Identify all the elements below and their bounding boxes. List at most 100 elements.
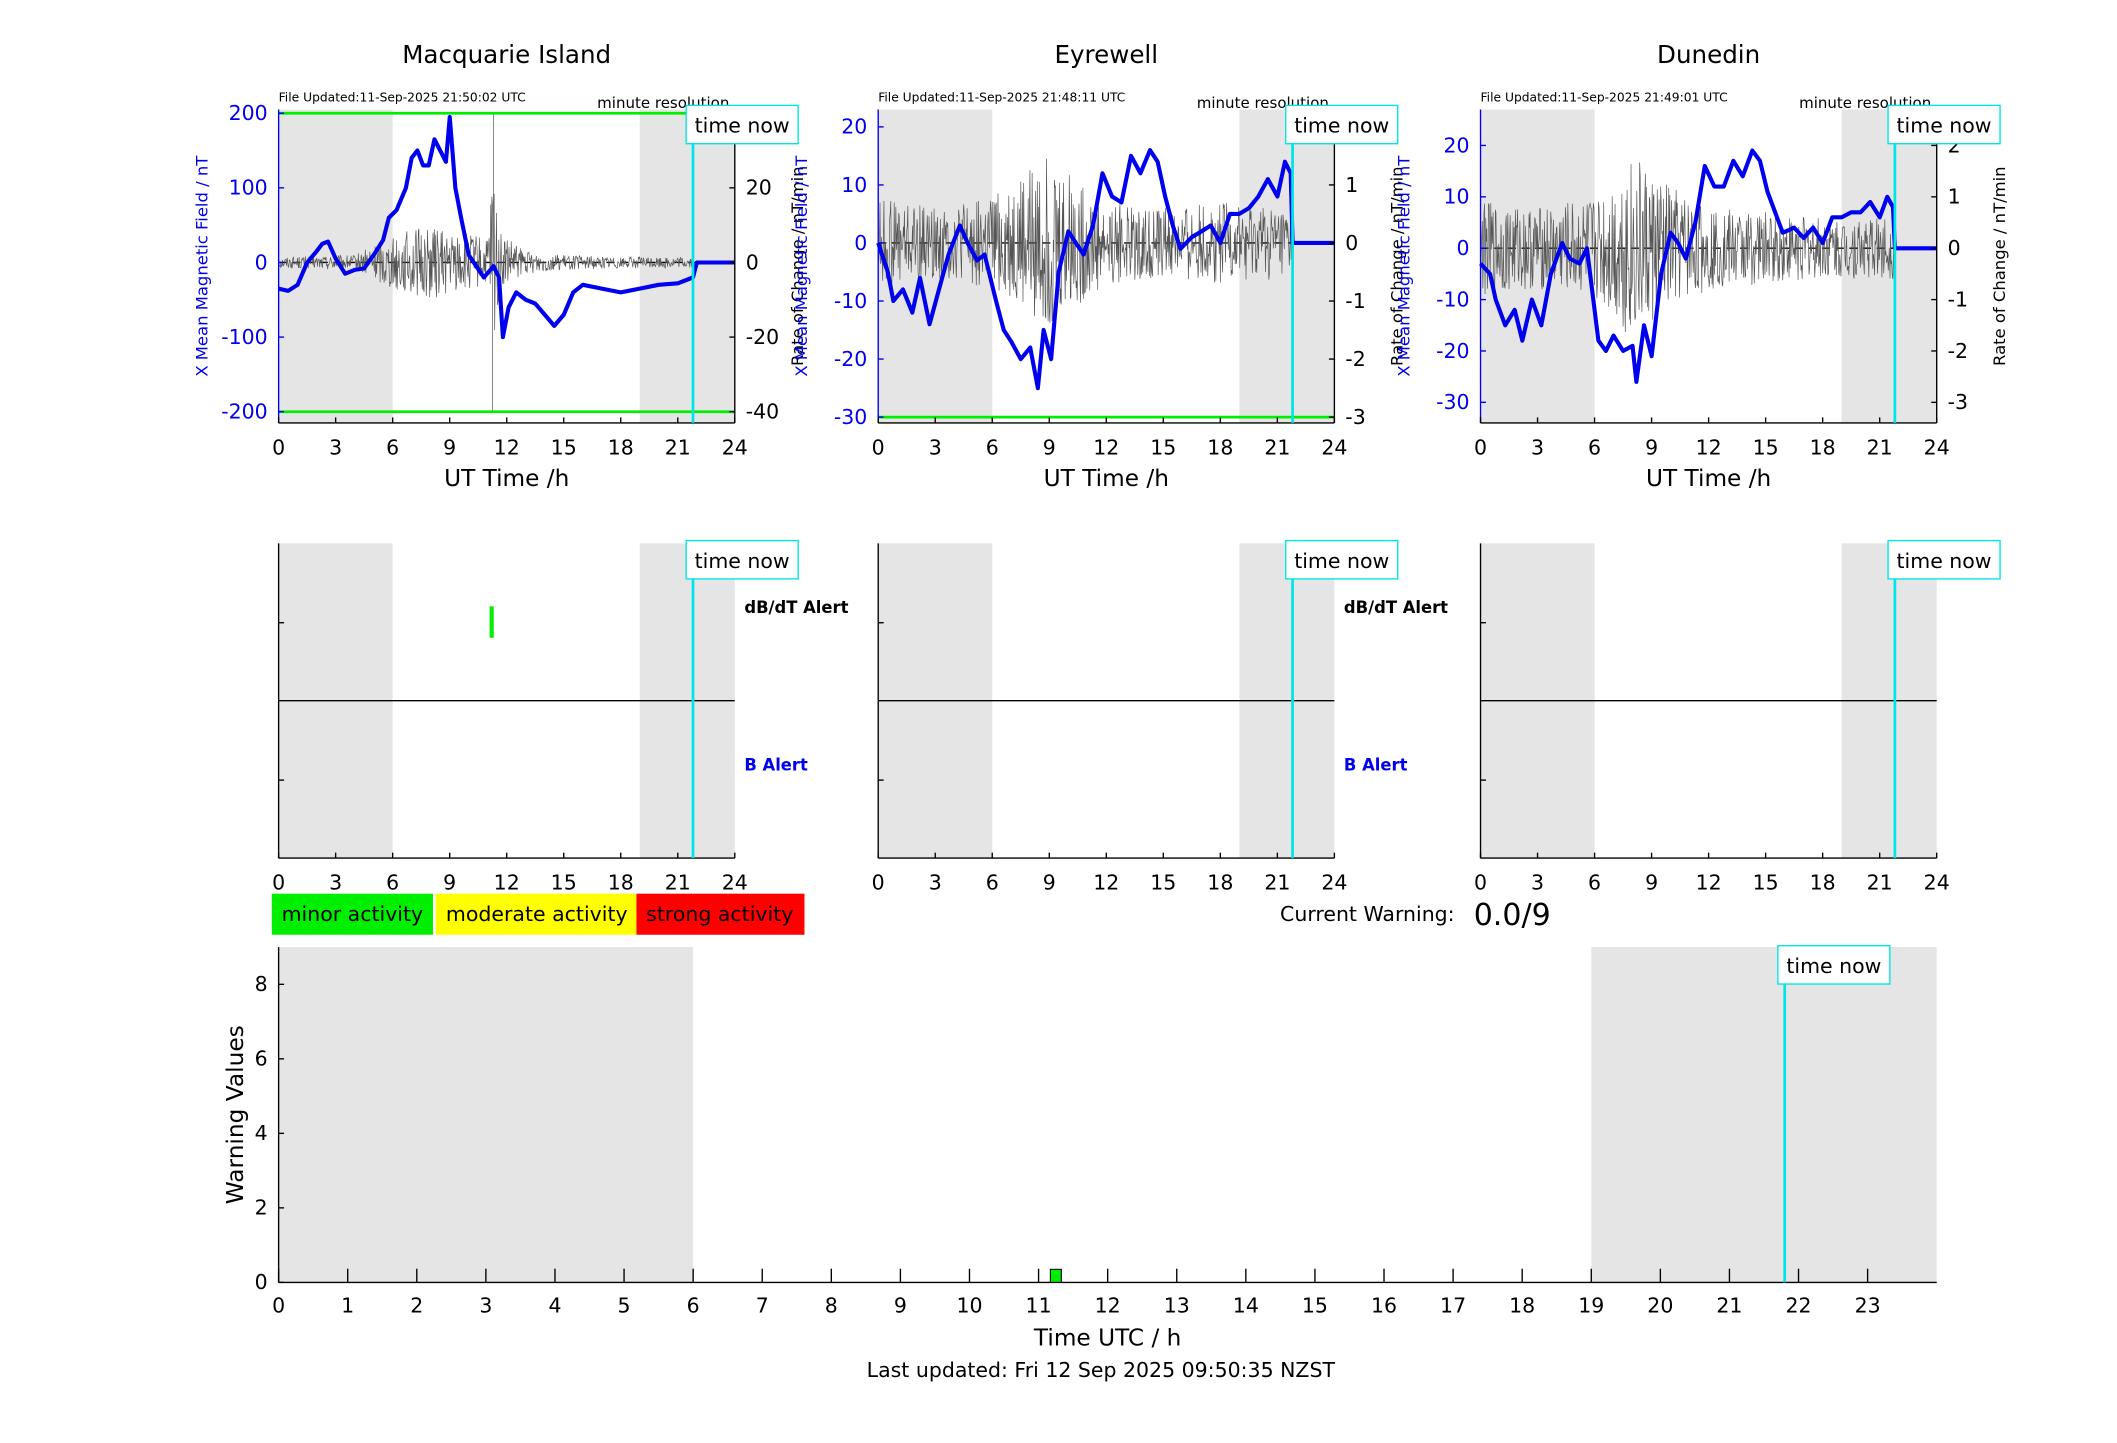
x-tick-label: 15	[1150, 435, 1176, 459]
file-updated: File Updated:11-Sep-2025 21:49:01 UTC	[1481, 90, 1728, 104]
y-tick-label: 6	[255, 1047, 268, 1071]
y2-tick-label: -20	[746, 325, 779, 349]
time-now-box	[1285, 104, 1399, 145]
legend-strong-label: strong activity	[646, 902, 793, 926]
warning-panel: 0 1 2 3 4 5 6 7 8 9 10 11 12 13 14 15 16 17 18 19 20 21 22 2302…	[222, 945, 1937, 1351]
y-tick-label: 0	[854, 231, 867, 255]
y2-tick-label: 1	[1948, 185, 1961, 209]
x-tick-label: 3	[1531, 435, 1544, 459]
y-tick-label: -20	[1436, 339, 1469, 363]
x-tick-label: 15	[1302, 1293, 1328, 1317]
b-alert-label: B Alert	[744, 756, 808, 775]
x-tick-label: 15	[1753, 871, 1779, 895]
x-tick-label: 0	[272, 1293, 285, 1317]
x-tick-label: 5	[618, 1293, 631, 1317]
y2-tick-label: 20	[746, 176, 772, 200]
field-series	[876, 148, 1335, 391]
x-tick-label: 12	[1093, 871, 1119, 895]
x-tick-label: 9	[1645, 435, 1658, 459]
x-tick-label: 2	[410, 1293, 423, 1317]
x-axis-label: UT Time /h	[1044, 465, 1169, 492]
x-tick-label: 3	[329, 871, 342, 895]
rate-of-change-series	[877, 158, 1293, 323]
y2-tick-label: 0	[746, 250, 759, 274]
x-tick-label: 21	[665, 871, 691, 895]
x-tick-label: 20	[1647, 1293, 1673, 1317]
plots-layer: Macquarie Island File Updated:11-Sep-2025…	[193, 40, 2009, 1351]
x-tick-label: 3	[329, 435, 342, 459]
x-tick-label: 6	[1588, 435, 1601, 459]
x-tick-label: 21	[1264, 435, 1290, 459]
y2-tick-label: -2	[1948, 339, 1968, 363]
rate-of-change-series	[1480, 162, 1895, 333]
x-tick-label: 22	[1785, 1293, 1811, 1317]
time-now-label: time now	[1897, 549, 1992, 573]
file-updated: File Updated:11-Sep-2025 21:50:02 UTC	[279, 90, 526, 104]
legend-moderate-swatch	[435, 893, 637, 935]
x-tick-label: 12	[1696, 871, 1722, 895]
x-tick-label: 16	[1371, 1293, 1397, 1317]
time-now-box	[1887, 104, 2001, 145]
x-axis-label: UT Time /h	[444, 465, 569, 492]
y-tick-label: 10	[841, 173, 867, 197]
time-now-label: time now	[695, 549, 790, 573]
y2-tick-label: -1	[1948, 287, 1968, 311]
x-tick-label: 24	[722, 435, 748, 459]
x-tick-label: 9	[443, 435, 456, 459]
panel-title: Macquarie Island	[402, 40, 611, 69]
x-tick-label: 10	[956, 1293, 982, 1317]
x-tick-label: 18	[1810, 871, 1836, 895]
x-tick-label: 24	[1924, 435, 1950, 459]
y-tick-label: -20	[834, 347, 867, 371]
time-now-label: time now	[1786, 954, 1881, 978]
station-panel-1: Eyrewell File Updated:11-Sep-2025 21:48:1…	[792, 40, 1406, 492]
last-updated: Last updated: Fri 12 Sep 2025 09:50:35 N…	[867, 1358, 1336, 1382]
x-tick-label: 6	[1588, 871, 1601, 895]
alert-panel-2: 0 3 6 9 12 15 18 21 24 time now	[1474, 539, 2001, 895]
time-now-box	[685, 539, 799, 580]
y2-tick-label: -1	[1345, 289, 1365, 313]
current-warning-label: Current Warning:	[1280, 902, 1455, 926]
y-tick-label: -100	[221, 325, 267, 349]
y2-tick-label: 0	[1345, 231, 1358, 255]
legend-minor-swatch	[271, 893, 433, 935]
b-alert-label: B Alert	[1344, 756, 1408, 775]
legend-moderate-label: moderate activity	[446, 902, 628, 926]
time-now-label: time now	[1897, 114, 1992, 138]
y-axis-label: X Mean Magnetic Field / nT	[1395, 155, 1414, 377]
rate-of-change-series	[278, 113, 693, 412]
y-tick-label: 100	[229, 176, 268, 200]
x-tick-label: 18	[1509, 1293, 1535, 1317]
y-tick-label: -30	[834, 405, 867, 429]
x-tick-label: 15	[1753, 435, 1779, 459]
x-tick-label: 3	[929, 871, 942, 895]
current-warning: Current Warning: 0.0/9	[1280, 898, 1551, 933]
x-tick-label: 18	[608, 871, 634, 895]
x-tick-label: 18	[608, 435, 634, 459]
panel-title: Eyrewell	[1054, 40, 1158, 69]
y2-tick-label: -2	[1345, 347, 1365, 371]
x-axis-label: UT Time /h	[1646, 465, 1771, 492]
shaded-region	[1239, 109, 1335, 423]
y2-tick-label: 1	[1345, 173, 1358, 197]
x-tick-label: 6	[687, 1293, 700, 1317]
y-axis-label: X Mean Magnetic Field / nT	[792, 155, 811, 377]
y-tick-label: -200	[221, 400, 267, 424]
time-now-label: time now	[1294, 549, 1389, 573]
y2-axis-label: Rate of Change / nT/min	[788, 166, 807, 366]
y-tick-label: 8	[255, 972, 268, 996]
x-tick-label: 0	[272, 435, 285, 459]
current-warning-value: 0.0/9	[1474, 898, 1551, 933]
x-tick-label: 3	[929, 435, 942, 459]
y2-axis-label: Rate of Change / nT/min	[1990, 166, 2009, 366]
x-tick-label: 1	[341, 1293, 354, 1317]
x-tick-label: 0	[872, 871, 885, 895]
shaded-region	[1841, 109, 1937, 423]
x-tick-label: 11	[1026, 1293, 1052, 1317]
dbdt-alert-mark	[489, 606, 494, 638]
x-tick-label: 19	[1578, 1293, 1604, 1317]
y-tick-label: -30	[1436, 390, 1469, 414]
x-tick-label: 9	[894, 1293, 907, 1317]
x-tick-label: 24	[1321, 435, 1347, 459]
